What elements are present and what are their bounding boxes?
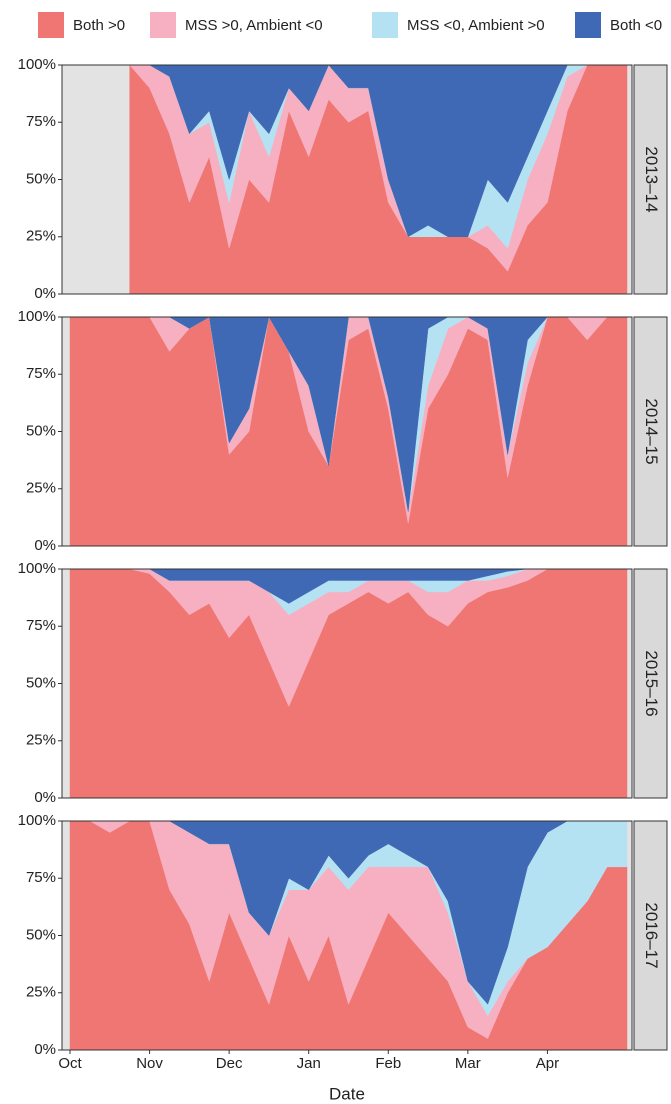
y-tick-label: 50%	[26, 422, 56, 439]
facet-strip	[633, 820, 668, 1051]
y-tick-label: 100%	[18, 812, 56, 829]
x-tick-label: Jan	[297, 1055, 321, 1072]
y-tick-label: 100%	[18, 560, 56, 577]
legend-swatch	[150, 12, 176, 38]
legend-label: Both <0	[610, 17, 662, 34]
facet-label: 2013–14	[642, 146, 661, 212]
y-tick-label: 75%	[26, 113, 56, 130]
legend-label: Both >0	[73, 17, 125, 34]
x-tick-label: Nov	[136, 1055, 163, 1072]
facet-strip	[633, 316, 668, 547]
y-tick-label: 50%	[26, 674, 56, 691]
x-axis-label: Date	[329, 1084, 365, 1103]
facet-label: 2015–16	[642, 650, 661, 716]
legend-swatch	[575, 12, 601, 38]
y-tick-label: 25%	[26, 732, 56, 749]
y-tick-label: 0%	[34, 789, 56, 806]
y-tick-label: 25%	[26, 480, 56, 497]
x-tick-label: Dec	[216, 1055, 243, 1072]
y-tick-label: 100%	[18, 56, 56, 73]
y-tick-label: 50%	[26, 170, 56, 187]
x-tick-label: Mar	[455, 1055, 481, 1072]
y-tick-label: 75%	[26, 869, 56, 886]
y-tick-label: 75%	[26, 365, 56, 382]
facet-strip	[633, 64, 668, 295]
facet-strip	[633, 568, 668, 799]
y-tick-label: 25%	[26, 984, 56, 1001]
legend-swatch	[38, 12, 64, 38]
y-tick-label: 75%	[26, 617, 56, 634]
y-tick-label: 0%	[34, 285, 56, 302]
y-tick-label: 50%	[26, 926, 56, 943]
x-tick-label: Feb	[375, 1055, 401, 1072]
area	[69, 316, 628, 547]
legend-label: MSS >0, Ambient <0	[185, 17, 323, 34]
y-tick-label: 0%	[34, 537, 56, 554]
legend-label: MSS <0, Ambient >0	[407, 17, 545, 34]
y-tick-label: 100%	[18, 308, 56, 325]
facet-label: 2016–17	[642, 902, 661, 968]
x-tick-label: Oct	[58, 1055, 82, 1072]
legend-swatch	[372, 12, 398, 38]
facet-label: 2014–15	[642, 398, 661, 464]
y-tick-label: 25%	[26, 228, 56, 245]
x-tick-label: Apr	[536, 1055, 559, 1072]
y-tick-label: 0%	[34, 1041, 56, 1058]
